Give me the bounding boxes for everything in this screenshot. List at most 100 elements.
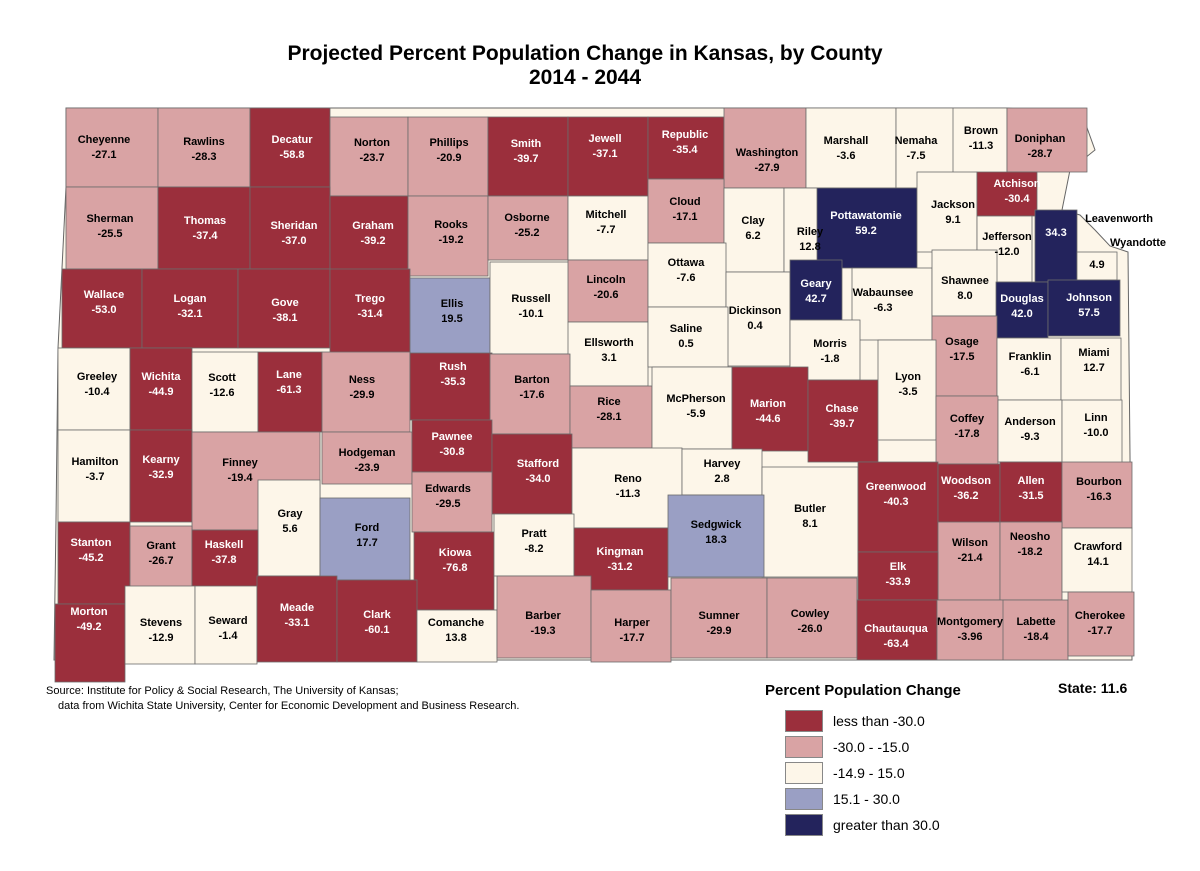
- county-value-trego: -31.4: [357, 308, 383, 320]
- county-value-morris: -1.8: [821, 353, 840, 365]
- map-subtitle: 2014 - 2044: [528, 66, 642, 89]
- county-name-decatur: Decatur: [272, 134, 314, 146]
- county-name-leavenworth: Leavenworth: [1085, 213, 1153, 225]
- legend-swatch: [785, 788, 823, 810]
- county-name-marshall: Marshall: [824, 135, 869, 147]
- county-name-wilson: Wilson: [952, 537, 988, 549]
- county-name-jefferson: Jefferson: [982, 231, 1032, 243]
- county-name-labette: Labette: [1016, 616, 1055, 628]
- county-value-coffey: -17.8: [954, 428, 979, 440]
- county-name-greeley: Greeley: [77, 371, 118, 383]
- legend-swatch: [785, 736, 823, 758]
- county-value-wyandotte: 4.9: [1089, 259, 1104, 271]
- county-name-wabaunsee: Wabaunsee: [853, 287, 914, 299]
- county-value-sumner: -29.9: [706, 625, 731, 637]
- county-name-doniphan: Doniphan: [1015, 133, 1066, 145]
- county-name-chautauqua: Chautauqua: [864, 623, 928, 635]
- county-value-osborne: -25.2: [514, 227, 539, 239]
- county-jewell: [567, 116, 649, 197]
- county-name-brown: Brown: [964, 125, 999, 137]
- county-bourbon: [1061, 461, 1133, 529]
- legend-label: -14.9 - 15.0: [833, 765, 905, 781]
- county-value-douglas: 42.0: [1011, 308, 1032, 320]
- county-seward: [194, 585, 258, 665]
- county-stafford: [491, 433, 573, 515]
- county-name-kingman: Kingman: [596, 546, 643, 558]
- county-name-riley: Riley: [797, 226, 824, 238]
- legend-label: greater than 30.0: [833, 817, 940, 833]
- county-name-coffey: Coffey: [950, 413, 985, 425]
- county-name-gove: Gove: [271, 297, 299, 309]
- county-name-neosho: Neosho: [1010, 531, 1051, 543]
- county-sherman: [65, 186, 159, 270]
- county-anderson: [997, 399, 1063, 463]
- county-value-grant: -26.7: [148, 555, 173, 567]
- county-scott: [191, 351, 259, 433]
- county-name-clark: Clark: [363, 609, 391, 621]
- county-wyandotte: [1076, 251, 1118, 281]
- county-labette: [1002, 599, 1069, 661]
- county-name-barber: Barber: [525, 610, 561, 622]
- county-name-ford: Ford: [355, 522, 379, 534]
- county-kingman: [573, 527, 669, 591]
- county-value-barton: -17.6: [519, 389, 544, 401]
- county-value-smith: -39.7: [513, 153, 538, 165]
- county-chase: [807, 379, 879, 463]
- county-johnson: [1047, 279, 1121, 337]
- county-graham: [329, 195, 409, 271]
- county-value-seward: -1.4: [219, 630, 239, 642]
- county-name-cowley: Cowley: [791, 608, 830, 620]
- county-reno: [571, 447, 683, 529]
- county-atchison: [976, 171, 1038, 217]
- county-value-barber: -19.3: [530, 625, 555, 637]
- county-linn: [1061, 399, 1123, 465]
- county-name-sherman: Sherman: [86, 213, 133, 225]
- county-value-rush: -35.3: [440, 376, 465, 388]
- county-name-lane: Lane: [276, 369, 302, 381]
- county-coffey: [935, 395, 999, 465]
- county-name-edwards: Edwards: [425, 483, 471, 495]
- county-name-linn: Linn: [1084, 412, 1107, 424]
- county-miami: [1060, 337, 1122, 403]
- county-name-republic: Republic: [662, 129, 708, 141]
- county-value-comanche: 13.8: [445, 632, 466, 644]
- county-value-cloud: -17.1: [672, 211, 697, 223]
- county-value-pawnee: -30.8: [439, 446, 464, 458]
- county-name-washington: Washington: [736, 147, 799, 159]
- county-value-phillips: -20.9: [436, 152, 461, 164]
- county-lyon: [877, 339, 937, 441]
- county-name-cherokee: Cherokee: [1075, 610, 1125, 622]
- county-value-harper: -17.7: [619, 632, 644, 644]
- county-value-woodson: -36.2: [953, 490, 978, 502]
- county-name-jackson: Jackson: [931, 199, 975, 211]
- county-name-atchison: Atchison: [993, 178, 1040, 190]
- county-value-clark: -60.1: [364, 624, 389, 636]
- source-note: Source: Institute for Policy & Social Re…: [46, 684, 519, 714]
- county-value-finney: -19.4: [227, 472, 253, 484]
- county-value-lincoln: -20.6: [593, 289, 618, 301]
- county-value-wilson: -21.4: [957, 552, 983, 564]
- county-name-norton: Norton: [354, 137, 390, 149]
- county-name-osage: Osage: [945, 336, 979, 348]
- legend-item: -30.0 - -15.0: [785, 734, 961, 760]
- county-edwards: [411, 471, 493, 533]
- county-name-wichita: Wichita: [141, 371, 181, 383]
- county-name-bourbon: Bourbon: [1076, 476, 1122, 488]
- county-value-butler: 8.1: [802, 518, 817, 530]
- county-russell: [489, 261, 571, 355]
- county-value-osage: -17.5: [949, 351, 974, 363]
- county-osborne: [487, 195, 569, 261]
- county-value-johnson: 57.5: [1078, 307, 1099, 319]
- county-name-russell: Russell: [511, 293, 550, 305]
- county-wilson: [937, 521, 1001, 601]
- county-douglas: [995, 281, 1049, 339]
- county-name-crawford: Crawford: [1074, 541, 1122, 553]
- legend-title: Percent Population Change: [765, 682, 961, 699]
- county-value-sedgwick: 18.3: [705, 534, 726, 546]
- county-name-meade: Meade: [280, 602, 314, 614]
- county-name-anderson: Anderson: [1004, 416, 1056, 428]
- county-value-leavenworth: 34.3: [1045, 227, 1066, 239]
- county-name-shawnee: Shawnee: [941, 275, 989, 287]
- county-greeley: [57, 347, 131, 431]
